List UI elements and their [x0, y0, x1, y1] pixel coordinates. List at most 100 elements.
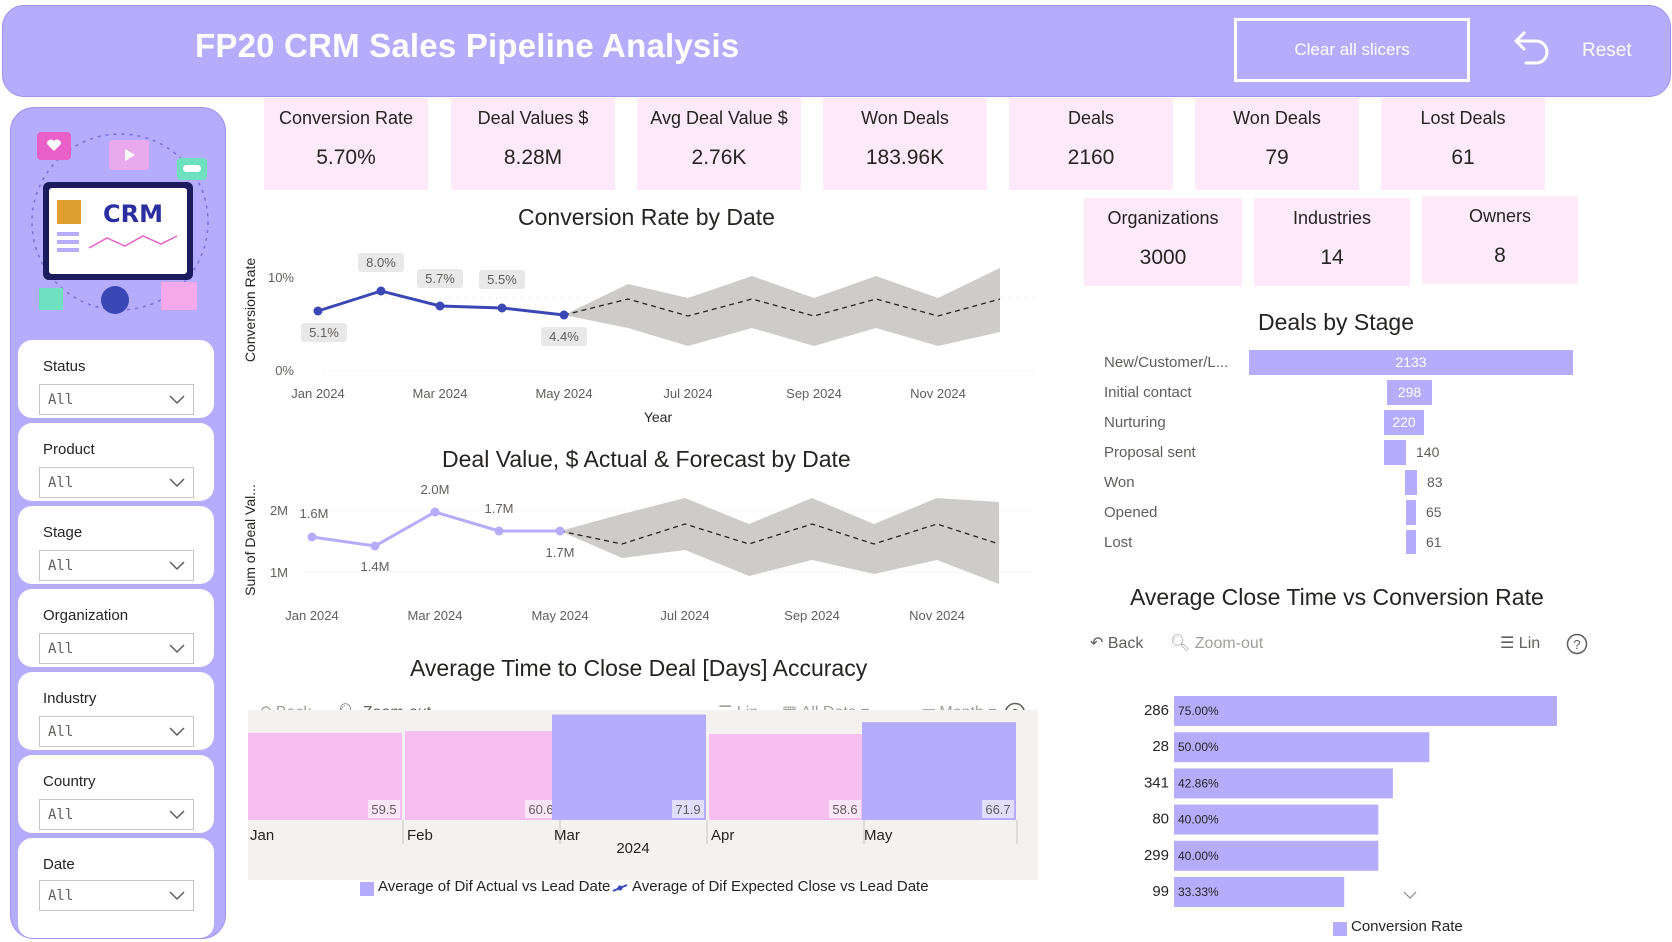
- category-label: 28: [1152, 738, 1169, 755]
- x-tick-label: Jan 2024: [285, 608, 339, 623]
- bar: [1174, 840, 1379, 871]
- zoom-out-button-2[interactable]: 🔍︎ Zoom-out: [1170, 635, 1264, 652]
- slicer-value: All: [48, 807, 74, 823]
- y-tick-label: 10%: [268, 270, 294, 285]
- help-icon-2[interactable]: ?: [1566, 633, 1590, 657]
- category-label: 286: [1144, 702, 1169, 719]
- data-label: 33.33%: [1178, 885, 1219, 899]
- data-label-bg: [417, 269, 463, 288]
- data-label: 1.7M: [546, 545, 575, 560]
- kpi-won-deals-value: Won Deals 183.96K: [823, 98, 987, 190]
- data-label: 65: [1426, 504, 1442, 520]
- bar: [1249, 350, 1573, 375]
- kpi-value: 2.76K: [691, 146, 747, 169]
- x-tick-label: Mar 2024: [413, 386, 468, 401]
- slicer-dropdown[interactable]: All: [39, 467, 194, 498]
- category-label: Won: [1104, 474, 1135, 491]
- kpi-avg-deal-value: Avg Deal Value $ 2.76K: [637, 98, 801, 190]
- data-label: 71.9: [675, 802, 700, 817]
- series-line: [311, 510, 560, 548]
- data-label: 1.4M: [361, 559, 390, 574]
- undo-icon[interactable]: [1512, 27, 1552, 71]
- data-label-bg: [479, 270, 525, 289]
- slicer-dropdown[interactable]: All: [39, 384, 194, 415]
- bar: [1406, 530, 1416, 554]
- slicer-dropdown[interactable]: All: [39, 633, 194, 664]
- data-point: [435, 301, 445, 311]
- data-label: 5.7%: [425, 271, 455, 286]
- x-tick-label: Nov 2024: [909, 608, 965, 623]
- slicer-dropdown[interactable]: All: [39, 799, 194, 830]
- bar: [1174, 877, 1345, 907]
- slicer-dropdown[interactable]: All: [39, 550, 194, 581]
- slicer-value: All: [48, 558, 74, 574]
- back-arrow-icon: ↶: [1090, 635, 1104, 652]
- x-tick-label: Sep 2024: [784, 608, 840, 623]
- slicer-value: All: [48, 888, 74, 904]
- category-label: Proposal sent: [1104, 444, 1197, 461]
- slicer-label: Country: [43, 773, 96, 790]
- clear-slicers-button[interactable]: Clear all slicers: [1234, 18, 1470, 82]
- legend-swatch-actual: [360, 882, 374, 896]
- kpi-value: 2160: [1067, 146, 1115, 169]
- data-point: [370, 541, 380, 551]
- kpi-value: 5.70%: [316, 146, 376, 169]
- data-label: 60.6: [528, 802, 553, 817]
- close-time-bar-chart: 59.5 Jan 60.6 Feb 71.9 Mar 58.6 Apr 66.7 May 2024: [248, 710, 1038, 880]
- bar: [1405, 470, 1417, 495]
- lin-button-2[interactable]: ☰ Lin: [1500, 635, 1541, 652]
- data-label-bg: [525, 800, 557, 818]
- logo-text: CRM: [103, 200, 163, 228]
- data-label: 66.7: [985, 802, 1010, 817]
- x-tick-label: Jul 2024: [663, 386, 712, 401]
- zoom-out-icon: 🔍︎: [1170, 635, 1191, 652]
- forecast-band: [560, 498, 999, 584]
- slicer-label: Organization: [43, 607, 129, 624]
- category-label: 341: [1144, 774, 1169, 791]
- kpi-value: 183.96K: [865, 146, 945, 169]
- data-label: 220: [1392, 414, 1416, 430]
- y-tick-label: 0%: [275, 363, 294, 378]
- x-axis-title: 2024: [616, 840, 649, 857]
- back-button-2[interactable]: ↶ Back: [1090, 635, 1144, 652]
- data-label-bg: [829, 800, 861, 818]
- data-label: 61: [1426, 534, 1442, 550]
- data-label: 8.0%: [366, 255, 396, 270]
- kpi-value: 8: [1494, 244, 1506, 267]
- slicer-value: All: [48, 641, 74, 657]
- x-tick-label: May 2024: [535, 386, 592, 401]
- slicer-dropdown[interactable]: All: [39, 880, 194, 911]
- data-label: 75.00%: [1178, 704, 1219, 718]
- bar: [1406, 500, 1416, 525]
- reset-button[interactable]: Reset: [1582, 40, 1632, 61]
- category-label: Lost: [1104, 534, 1133, 551]
- data-label: 2.0M: [421, 484, 450, 497]
- x-tick-label: Sep 2024: [786, 386, 842, 401]
- chevron-down-icon: [169, 644, 185, 654]
- slicer-status: Status All: [18, 340, 214, 418]
- chart-title-close-vs-conversion: Average Close Time vs Conversion Rate: [1130, 584, 1544, 610]
- data-label: 50.00%: [1178, 740, 1219, 754]
- bar: [1174, 804, 1379, 835]
- chart-title-close-time: Average Time to Close Deal [Days] Accura…: [410, 655, 868, 681]
- data-label-bg: [358, 253, 404, 272]
- category-label: 99: [1152, 883, 1169, 900]
- data-label-bg: [368, 800, 400, 818]
- data-label: 1.6M: [300, 506, 329, 521]
- slicer-dropdown[interactable]: All: [39, 716, 194, 747]
- slicer-country: Country All: [18, 755, 214, 833]
- bar: [1174, 768, 1393, 799]
- x-tick-label: May 2024: [531, 608, 588, 623]
- kpi-deals: Deals 2160: [1009, 98, 1173, 190]
- data-label: 5.5%: [487, 272, 517, 287]
- legend-swatch-expected: [612, 884, 628, 892]
- slicer-organization: Organization All: [18, 589, 214, 667]
- data-label: 58.6: [832, 802, 857, 817]
- scroll-chevron-icon: [1403, 891, 1417, 899]
- svg-text:?: ?: [1573, 637, 1580, 652]
- data-label: 40.00%: [1178, 813, 1219, 827]
- category-label: 299: [1144, 847, 1169, 864]
- data-label: 140: [1416, 444, 1440, 460]
- chevron-down-icon: [169, 727, 185, 737]
- slicer-label: Status: [43, 358, 86, 375]
